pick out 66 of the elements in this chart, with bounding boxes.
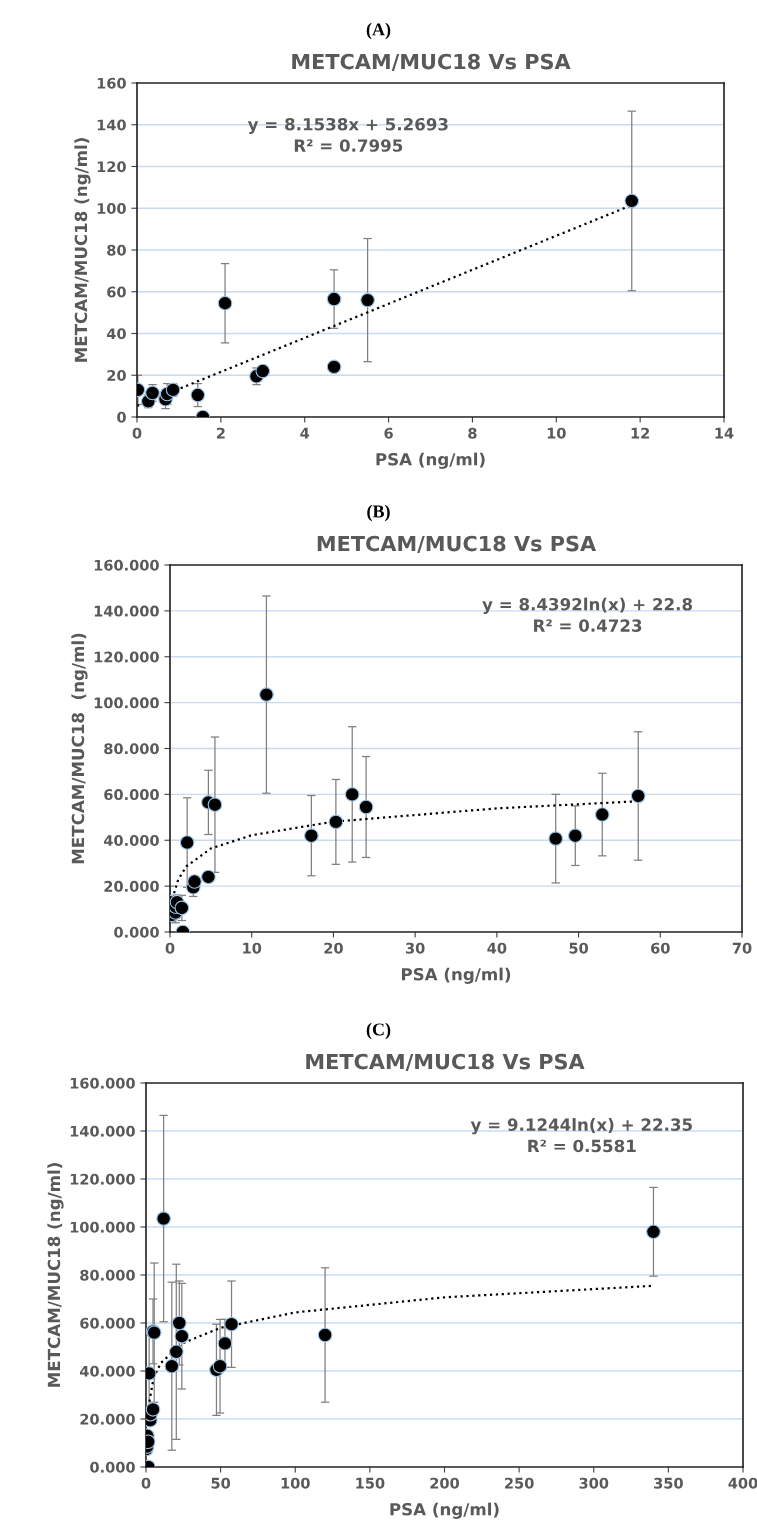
y-tick-label: 80.000 xyxy=(104,743,159,755)
x-tick-label: 20 xyxy=(324,942,343,954)
y-tick-label: 100 xyxy=(97,202,126,214)
x-tick-label: 2 xyxy=(216,427,225,439)
y-tick-label: 160.000 xyxy=(70,1077,135,1089)
text: (B) xyxy=(367,504,390,522)
x-tick-label: 8 xyxy=(468,427,477,439)
y-tick-label: 160 xyxy=(97,77,126,89)
x-tick-label: 0 xyxy=(141,1477,151,1489)
x-tick-label: 250 xyxy=(505,1477,534,1489)
x-tick-label: 12 xyxy=(631,427,650,439)
x-tick-label: 0 xyxy=(165,942,175,954)
x-tick-label: 4 xyxy=(300,427,310,439)
y-tick-label: 140.000 xyxy=(70,1125,135,1137)
x-tick-label: 14 xyxy=(715,427,734,439)
y-tick-label: 20.000 xyxy=(104,880,159,892)
annotation: y = 8.1538x + 5.2693 R² = 0.7995 xyxy=(247,117,448,152)
text: (C) xyxy=(366,1022,391,1040)
y-tick-label: 20 xyxy=(107,369,126,381)
x-tick-label: 10 xyxy=(547,427,566,439)
y-tick-label: 140 xyxy=(97,119,126,131)
y-axis-title: METCAM/MUC18 (ng/ml) xyxy=(74,138,91,362)
annotation: y = 9.1244ln(x) + 22.35 R² = 0.5581 xyxy=(470,1118,692,1153)
y-tick-label: 100.000 xyxy=(70,1221,135,1233)
y-tick-label: 120.000 xyxy=(94,651,159,663)
x-tick-label: 10 xyxy=(243,942,262,954)
x-tick-label: 70 xyxy=(732,942,752,954)
x-tick-label: 40 xyxy=(487,942,507,954)
y-tick-label: 0 xyxy=(117,411,126,423)
x-axis-title: PSA (ng/ml) xyxy=(376,452,485,469)
chart-title: METCAM/MUC18 Vs PSA xyxy=(306,1053,585,1072)
y-tick-label: 60.000 xyxy=(104,789,159,801)
chart-title: METCAM/MUC18 Vs PSA xyxy=(292,53,571,72)
y-tick-label: 60.000 xyxy=(80,1317,135,1329)
x-tick-label: 350 xyxy=(654,1477,683,1489)
x-tick-label: 300 xyxy=(579,1477,609,1489)
y-tick-label: 20.000 xyxy=(80,1413,135,1425)
x-axis-title: PSA (ng/ml) xyxy=(390,1502,499,1519)
x-tick-label: 50 xyxy=(211,1477,231,1489)
x-tick-label: 400 xyxy=(728,1477,757,1489)
annotation: y = 8.4392ln(x) + 22.8 R² = 0.4723 xyxy=(482,597,693,632)
y-tick-label: 140.000 xyxy=(94,605,159,617)
y-tick-label: 80 xyxy=(107,244,126,256)
x-tick-label: 60 xyxy=(651,942,670,954)
y-tick-label: 80.000 xyxy=(80,1269,135,1281)
x-tick-label: 100 xyxy=(281,1477,310,1489)
y-tick-label: 60 xyxy=(107,286,126,298)
text: (A) xyxy=(366,22,391,40)
x-tick-label: 6 xyxy=(384,427,393,439)
y-tick-label: 120.000 xyxy=(70,1173,135,1185)
y-tick-label: 160.000 xyxy=(94,559,159,571)
y-tick-label: 40 xyxy=(106,328,126,340)
y-tick-label: 40.000 xyxy=(79,1365,135,1377)
chart-title: METCAM/MUC18 Vs PSA xyxy=(317,535,597,554)
y-tick-label: 120 xyxy=(97,161,126,173)
x-tick-label: 50 xyxy=(569,942,589,954)
y-axis-title: METCAM/MUC18 (ng/ml) xyxy=(47,1163,64,1387)
x-tick-label: 30 xyxy=(405,942,425,954)
x-tick-label: 150 xyxy=(356,1477,385,1489)
x-tick-label: 200 xyxy=(430,1477,460,1489)
y-tick-label: 0.000 xyxy=(114,926,159,938)
y-axis-title: METCAM/MUC18 (ng/ml) xyxy=(71,633,88,864)
x-axis-title: PSA (ng/ml) xyxy=(401,967,511,984)
y-tick-label: 0.000 xyxy=(90,1461,135,1473)
y-tick-label: 100.000 xyxy=(94,697,159,709)
y-tick-label: 40.000 xyxy=(103,834,159,846)
